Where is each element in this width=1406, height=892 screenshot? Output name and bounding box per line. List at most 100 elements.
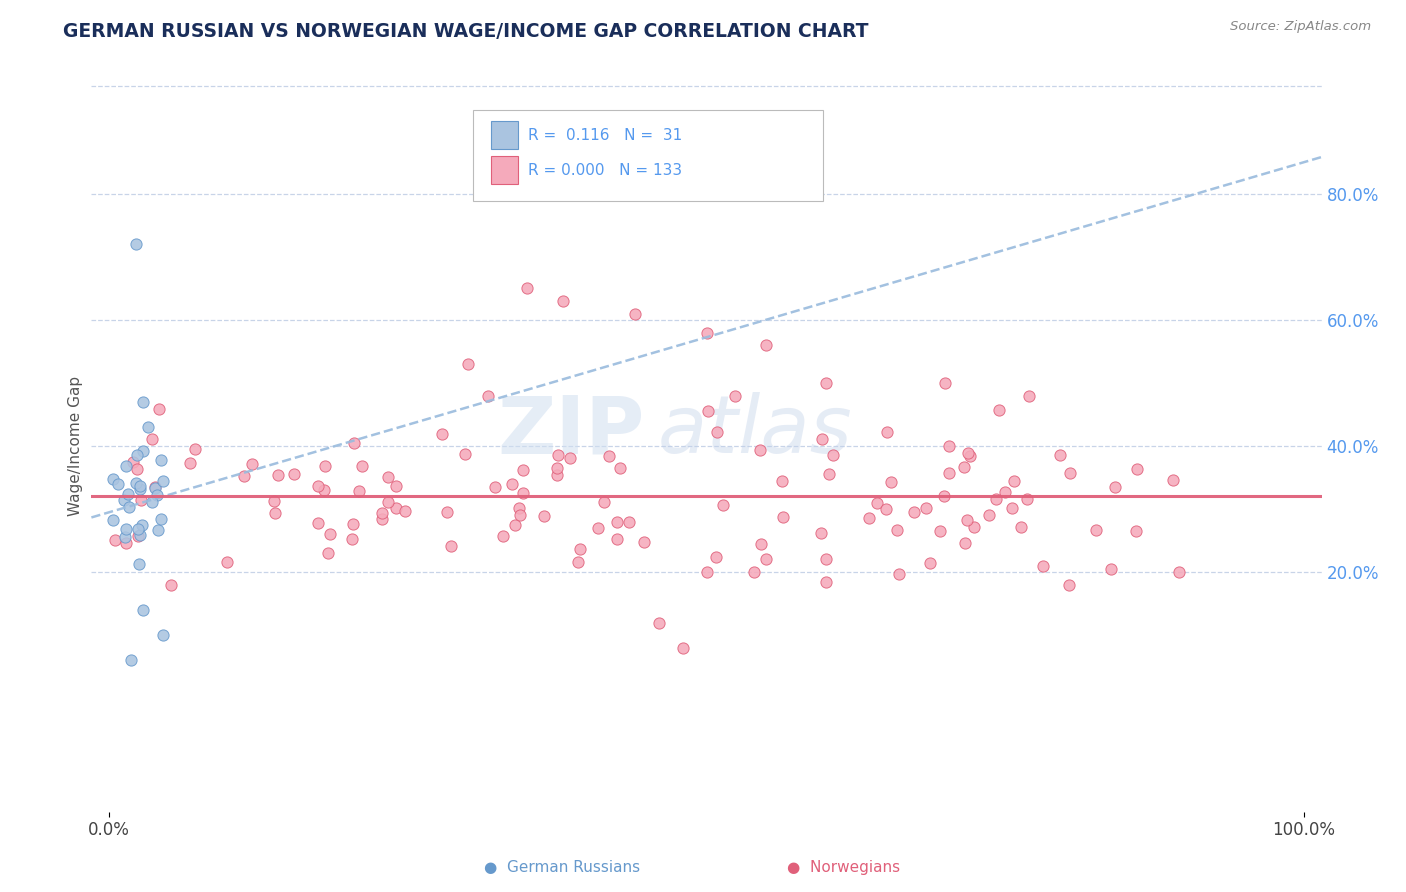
Point: [987, 402, 1010, 417]
Point: [875, 501, 897, 516]
Point: [316, 546, 339, 560]
Point: [1059, 466, 1081, 480]
Point: [377, 495, 399, 509]
Point: [136, 420, 159, 434]
Point: [1161, 474, 1184, 488]
Point: [512, 463, 534, 477]
Point: [143, 479, 166, 493]
Point: [145, 488, 167, 502]
Point: [319, 527, 342, 541]
Text: Source: ZipAtlas.com: Source: ZipAtlas.com: [1230, 20, 1371, 33]
Point: [609, 461, 631, 475]
Point: [240, 457, 263, 471]
Point: [553, 293, 575, 308]
Point: [624, 307, 647, 321]
Point: [131, 517, 153, 532]
Point: [1001, 500, 1024, 515]
Point: [648, 615, 671, 630]
Point: [633, 535, 655, 549]
Point: [114, 530, 136, 544]
Point: [457, 357, 479, 371]
Y-axis label: Wage/Income Gap: Wage/Income Gap: [67, 376, 83, 516]
Text: ●  German Russians: ● German Russians: [484, 860, 641, 874]
Point: [129, 482, 152, 496]
Point: [956, 513, 979, 527]
Point: [152, 628, 174, 642]
Point: [349, 483, 371, 498]
Point: [509, 508, 531, 522]
Point: [770, 474, 793, 488]
Point: [436, 505, 458, 519]
Point: [696, 326, 718, 340]
Point: [1049, 448, 1071, 462]
Point: [124, 237, 146, 252]
Point: [772, 510, 794, 524]
Point: [160, 578, 183, 592]
Point: [117, 487, 139, 501]
Point: [146, 523, 169, 537]
Point: [598, 449, 620, 463]
Point: [1125, 524, 1147, 538]
Point: [586, 521, 609, 535]
Point: [370, 506, 392, 520]
Point: [1059, 578, 1081, 592]
Point: [903, 505, 925, 519]
Point: [114, 522, 136, 536]
Point: [141, 432, 163, 446]
Point: [918, 557, 941, 571]
Point: [887, 566, 910, 581]
Point: [617, 516, 640, 530]
Point: [953, 536, 976, 550]
Point: [749, 537, 772, 551]
Point: [232, 468, 254, 483]
Point: [963, 520, 986, 534]
Point: [263, 494, 285, 508]
Point: [141, 495, 163, 509]
Point: [815, 575, 838, 590]
Point: [101, 513, 124, 527]
Point: [977, 508, 1000, 522]
Point: [215, 555, 238, 569]
Point: [508, 500, 530, 515]
Point: [143, 482, 166, 496]
Point: [342, 532, 364, 546]
Point: [704, 550, 727, 565]
Bar: [491, 156, 519, 184]
Point: [811, 432, 834, 446]
Point: [928, 524, 950, 538]
Point: [755, 338, 778, 352]
Point: [959, 449, 981, 463]
Point: [568, 541, 591, 556]
Point: [132, 603, 155, 617]
Point: [1104, 480, 1126, 494]
FancyBboxPatch shape: [472, 110, 824, 201]
Point: [267, 468, 290, 483]
Point: [122, 454, 145, 468]
Point: [127, 522, 149, 536]
Point: [343, 436, 366, 450]
Point: [125, 448, 148, 462]
Point: [112, 493, 135, 508]
Point: [484, 481, 506, 495]
Point: [672, 640, 695, 655]
Point: [546, 467, 568, 482]
Point: [149, 453, 172, 467]
Point: [454, 447, 477, 461]
Point: [152, 474, 174, 488]
Point: [120, 653, 142, 667]
Point: [823, 448, 845, 462]
Point: [477, 388, 499, 402]
Point: [1099, 562, 1122, 576]
Point: [307, 478, 329, 492]
Point: [516, 281, 538, 295]
Point: [149, 511, 172, 525]
Point: [592, 495, 614, 509]
Point: [956, 446, 979, 460]
Point: [118, 500, 141, 514]
Point: [984, 491, 1007, 506]
Point: [283, 467, 305, 481]
Point: [132, 444, 155, 458]
Point: [184, 442, 207, 457]
Point: [876, 425, 898, 439]
Point: [1032, 559, 1054, 574]
